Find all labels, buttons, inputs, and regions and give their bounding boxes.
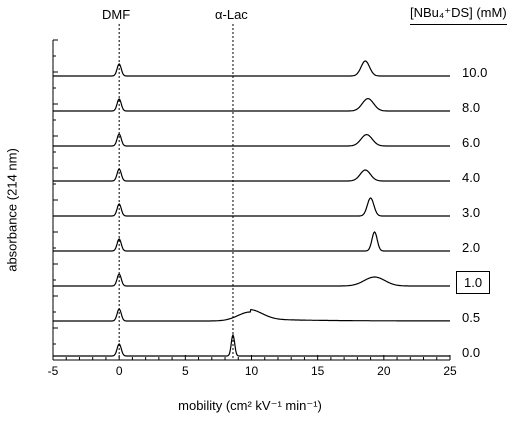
series-label-4.0: 4.0 (462, 170, 481, 185)
y-axis-label: absorbance (214 nm) (4, 148, 20, 272)
dmf-marker-label: DMF (102, 7, 131, 22)
alpha-lac-marker-label: α-Lac (215, 7, 248, 22)
series-line-0.0 (53, 333, 450, 357)
x-tick-label: 15 (311, 364, 325, 378)
x-tick-label: -5 (48, 364, 59, 378)
series-label-1.0: 1.0 (456, 271, 491, 294)
legend-title: [NBu₄⁺DS] (mM) (410, 5, 507, 25)
series-label-10.0: 10.0 (462, 65, 488, 80)
series-line-10.0 (53, 60, 450, 77)
series-label-8.0: 8.0 (462, 100, 481, 115)
x-axis-label: mobility (cm² kV⁻¹ min⁻¹) (178, 398, 322, 413)
series-line-6.0 (53, 133, 450, 147)
series-label-2.0: 2.0 (462, 240, 481, 255)
series-label-6.0: 6.0 (462, 135, 481, 150)
series-line-3.0 (53, 197, 450, 217)
x-tick-label: 10 (245, 364, 259, 378)
series-label-0.0: 0.0 (462, 345, 481, 360)
series-label-0.5: 0.5 (462, 310, 481, 325)
series-line-0.5 (53, 308, 450, 322)
series-line-1.0 (53, 273, 450, 287)
x-tick-label: 25 (443, 364, 457, 378)
x-tick-label: 5 (182, 364, 189, 378)
series-line-2.0 (53, 231, 450, 252)
series-label-3.0: 3.0 (462, 205, 481, 220)
x-tick-label: 20 (377, 364, 391, 378)
series-line-4.0 (53, 168, 450, 182)
x-tick-label: 0 (116, 364, 123, 378)
series-line-8.0 (53, 97, 450, 112)
